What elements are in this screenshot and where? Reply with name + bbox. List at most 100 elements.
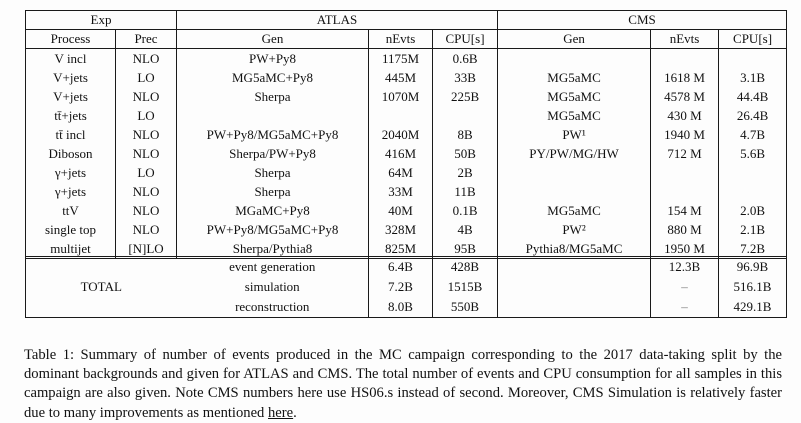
table-cell: MG5aMC+Py8	[176, 68, 370, 87]
total-stage-cell: reconstruction	[176, 297, 369, 318]
total-cms-cpu-cell: 429.1B	[733, 299, 772, 314]
table-cell	[650, 163, 720, 182]
total-row: simulation 7.2B 1515B –516.1B	[26, 277, 787, 297]
table-cell	[650, 48, 720, 68]
table-cell: 8B	[432, 125, 499, 144]
total-cms-cpu-cell: 96.9B	[736, 259, 769, 274]
col-group-cms: CMS	[497, 10, 787, 30]
total-table: TOTAL event generation 6.4B 428B 12.3B 96.9B s…	[25, 256, 787, 318]
table-cell: LO	[115, 163, 178, 182]
table-cell: NLO	[115, 182, 178, 201]
total-atlas-cpu-cell: 550B	[432, 297, 498, 318]
table-cell: multijet	[25, 239, 116, 259]
table-cell	[368, 106, 434, 125]
table-cell	[497, 48, 652, 68]
table-cell: tt̄+jets	[25, 106, 116, 125]
total-cms-nevts-cell: –	[650, 297, 719, 318]
table-cell: γ+jets	[25, 163, 116, 182]
table-cell: 44.4B	[736, 89, 769, 104]
total-atlas-nevts-cell: 7.2B	[368, 277, 433, 297]
table-cell: PY/PW/MG/HW	[497, 144, 652, 163]
total-stage-cell: simulation	[176, 277, 369, 297]
table-cell: 4578 M	[650, 87, 720, 106]
column-header-process: Process	[25, 29, 116, 49]
total-atlas-nevts-cell: 8.0B	[368, 297, 433, 318]
table-cell: 880 M	[650, 220, 720, 239]
header-group-row: Exp ATLAS CMS	[25, 10, 787, 30]
column-header-cms-nevts: nEvts	[650, 29, 720, 49]
table-row: tt̄ incl NLO PW+Py8/MG5aMC+Py8 2040M 8B PW¹ 19…	[25, 125, 787, 144]
table-cell: 430 M	[650, 106, 720, 125]
table-cell	[719, 49, 787, 69]
total-cms-nevts-cell: –	[650, 277, 719, 297]
total-atlas-cpu-cell: 1515B	[432, 277, 498, 297]
table-cell: Sherpa/PW+Py8	[176, 144, 370, 163]
total-cms-gen-cell	[497, 277, 651, 297]
table-cell: 1175M	[368, 48, 434, 68]
caption-text-after: .	[293, 404, 297, 421]
table-cell: NLO	[115, 125, 178, 144]
table-cell: 33B	[432, 68, 499, 87]
total-table-body: TOTAL event generation 6.4B 428B 12.3B 96.9B s…	[26, 256, 787, 318]
table-cell: 2B	[432, 163, 499, 182]
table-cell: tt̄ incl	[25, 125, 116, 144]
table-cell: MG5aMC	[497, 68, 652, 87]
table-cell: MGaMC+Py8	[176, 201, 370, 220]
table-cell: 328M	[368, 220, 434, 239]
table-cell: 3.1B	[740, 70, 765, 85]
table-cell: single top	[25, 220, 116, 239]
table-row: γ+jets LO Sherpa 64M 2B	[25, 163, 787, 182]
column-header-atlas-cpu: CPU[s]	[432, 29, 499, 49]
table-cell: 225B	[432, 87, 499, 106]
table-cell	[497, 163, 652, 182]
table-cell: Sherpa	[176, 163, 370, 182]
table-cell: 11B	[432, 182, 499, 201]
table-cell: 712 M	[650, 144, 720, 163]
table-cell: 50B	[432, 144, 499, 163]
table-row: γ+jets NLO Sherpa 33M 11B	[25, 182, 787, 201]
table-cell: 95B	[432, 239, 499, 259]
table-cell: 0.1B	[432, 201, 499, 220]
table-cell: MG5aMC	[497, 106, 652, 125]
table-cell: Pythia8/MG5aMC	[497, 239, 652, 259]
table-cell: [N]LO	[115, 239, 178, 259]
table-body: V incl NLO PW+Py8 1175M 0.6B V+jets LO MG5aMC+P…	[25, 48, 787, 259]
caption-text-before: Table 1: Summary of number of events pro…	[24, 346, 782, 421]
total-cms-nevts-cell: 12.3B	[650, 256, 719, 277]
table-cell: NLO	[115, 48, 178, 68]
table-cell: 2.0B	[740, 203, 765, 218]
table-cell: 26.4B	[736, 108, 769, 123]
table-row: V+jets LO MG5aMC+Py8 445M 33B MG5aMC 1618 M 3.1…	[25, 68, 787, 87]
table-cell	[432, 106, 499, 125]
table-cell: γ+jets	[25, 182, 116, 201]
table-row: V+jets NLO Sherpa 1070M 225B MG5aMC 4578 M 44.4…	[25, 87, 787, 106]
total-atlas-nevts-cell: 6.4B	[368, 256, 433, 277]
table-cell: 2040M	[368, 125, 434, 144]
col-group-exp: Exp	[25, 10, 178, 30]
column-header-row: Process Prec Gen nEvts CPU[s] Gen nEvts …	[25, 29, 787, 49]
table-cell: 40M	[368, 201, 434, 220]
table-cell: 154 M	[650, 201, 720, 220]
total-cms-gen-cell	[497, 297, 651, 318]
mc-summary-table: Exp ATLAS CMS Process Prec Gen nEvts CPU…	[25, 10, 788, 259]
table-caption: Table 1: Summary of number of events pro…	[24, 346, 782, 423]
total-cms-gen-cell	[497, 256, 651, 277]
table-cell: PW²	[497, 220, 652, 239]
column-header-cms-cpu: CPU[s]	[718, 29, 787, 49]
table-cell: 1618 M	[650, 68, 720, 87]
table-cell	[719, 163, 787, 182]
table-cell: PW+Py8/MG5aMC+Py8	[176, 220, 370, 239]
table-cell: 5.6B	[740, 146, 765, 161]
table-cell: 1950 M	[650, 239, 720, 259]
caption-link-here[interactable]: here	[268, 404, 294, 421]
total-row: reconstruction 8.0B 550B –429.1B	[26, 297, 787, 318]
table-cell: NLO	[115, 87, 178, 106]
table-cell	[650, 182, 720, 201]
paper-page: Exp ATLAS CMS Process Prec Gen nEvts CPU…	[24, 10, 788, 421]
col-group-atlas: ATLAS	[176, 10, 499, 30]
column-header-prec: Prec	[115, 29, 178, 49]
table-row: Diboson NLO Sherpa/PW+Py8 416M 50B PY/PW/MG/H…	[25, 144, 787, 163]
total-label: TOTAL	[80, 279, 122, 294]
table-cell: Sherpa	[176, 182, 370, 201]
total-row: TOTAL event generation 6.4B 428B 12.3B 96.9B	[26, 256, 787, 294]
